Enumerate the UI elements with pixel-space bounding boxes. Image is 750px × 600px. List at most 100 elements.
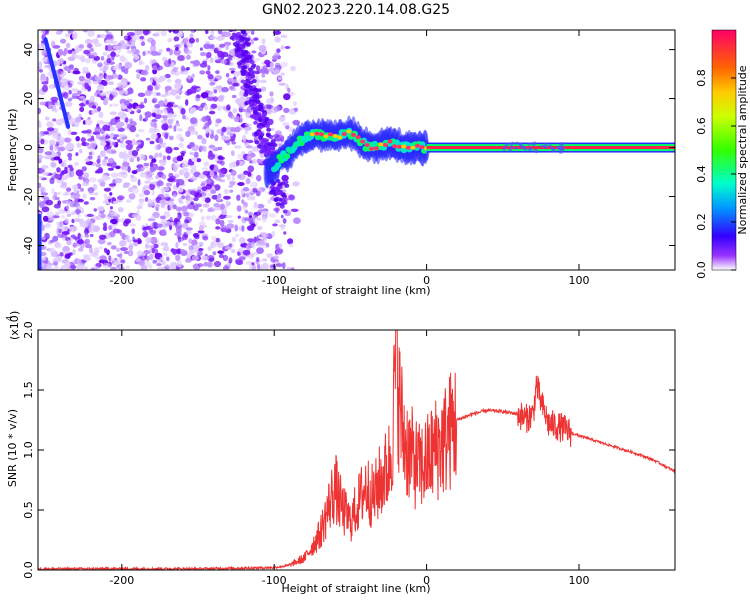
heatmap-speckle (106, 58, 112, 64)
heatmap-speckle (65, 236, 71, 242)
spectrogram-y-axis-label: Frequency (Hz) (6, 109, 19, 192)
heatmap-speckle (257, 125, 263, 130)
heatmap-speckle (275, 202, 281, 207)
heatmap-speckle (261, 137, 267, 142)
heatmap-speckle (238, 237, 246, 244)
heatmap-speckle (143, 250, 151, 254)
heatmap-speckle (69, 117, 76, 125)
heatmap-speckle (236, 47, 242, 52)
heatmap-speckle (281, 192, 286, 197)
heatmap-speckle (85, 118, 93, 126)
heatmap-speckle (126, 199, 132, 203)
heatmap-speckle (234, 24, 239, 28)
heatmap-ridge (396, 144, 402, 149)
spectrogram-x-axis-label: Height of straight line (km) (281, 284, 430, 297)
heatmap-speckle (89, 142, 95, 149)
heatmap-speckle (85, 38, 92, 45)
heatmap-speckle (76, 90, 82, 95)
heatmap-speckle (180, 248, 185, 253)
heatmap-speckle (150, 44, 157, 52)
heatmap-speckle (167, 38, 173, 43)
heatmap-ridge (387, 139, 393, 144)
heatmap-speckle (246, 145, 253, 149)
heatmap-speckle (71, 50, 77, 55)
heatmap-speckle (187, 161, 195, 166)
heatmap-speckle (119, 252, 123, 260)
heatmap-speckle (78, 247, 84, 252)
heatmap-speckle (186, 67, 190, 71)
snr-y-tick-label: 1.0 (22, 441, 35, 459)
heatmap-speckle (115, 247, 121, 252)
heatmap-speckle (244, 209, 249, 214)
heatmap-speckle (131, 228, 135, 235)
heatmap-speckle (156, 92, 161, 96)
heatmap-speckle (164, 132, 169, 140)
heatmap-speckle (70, 265, 77, 270)
heatmap-speckle (72, 70, 81, 75)
heatmap-speckle (158, 49, 163, 53)
heatmap-speckle (67, 128, 72, 135)
heatmap-speckle (247, 238, 255, 243)
heatmap-speckle (280, 34, 288, 39)
heatmap-speckle (268, 213, 276, 218)
heatmap-speckle (86, 51, 91, 57)
heatmap-speckle (110, 245, 117, 250)
heatmap-speckle (182, 222, 189, 229)
heatmap-speckle (275, 263, 284, 267)
heatmap-speckle (237, 215, 241, 219)
heatmap-speckle (266, 253, 273, 258)
heatmap-speckle (207, 65, 211, 71)
heatmap-speckle (123, 150, 128, 156)
heatmap-speckle (102, 225, 108, 231)
heatmap-speckle (270, 127, 275, 131)
heatmap-speckle (181, 233, 189, 241)
heatmap-speckle (78, 95, 86, 100)
heatmap-ridge (323, 134, 329, 139)
heatmap-speckle (257, 225, 261, 230)
heatmap-ridge (283, 153, 291, 160)
heatmap-speckle (99, 150, 106, 157)
heatmap-speckle (186, 196, 194, 202)
heatmap-speckle (119, 240, 127, 247)
heatmap-speckle (215, 70, 220, 75)
heatmap-speckle (211, 235, 217, 241)
heatmap-speckle (224, 32, 230, 37)
heatmap-speckle (185, 130, 191, 138)
heatmap-speckle (90, 95, 95, 103)
heatmap-speckle (143, 162, 150, 167)
heatmap-speckle (160, 242, 169, 247)
heatmap-ridge (392, 144, 398, 149)
heatmap-speckle (196, 203, 202, 208)
heatmap-speckle (189, 152, 195, 156)
heatmap-ridge (360, 139, 366, 144)
heatmap-speckle (138, 198, 145, 203)
heatmap-speckle (180, 65, 186, 72)
heatmap-speckle (193, 59, 201, 67)
heatmap-speckle (168, 124, 173, 129)
heatmap-speckle (223, 41, 232, 46)
heatmap-ridge (332, 133, 338, 138)
heatmap-speckle (174, 78, 182, 85)
heatmap-ridge (314, 131, 320, 136)
heatmap-speckle (38, 186, 47, 194)
heatmap-speckle (96, 133, 101, 140)
heatmap-speckle (217, 155, 223, 159)
heatmap-speckle (55, 118, 64, 126)
heatmap-speckle (190, 30, 195, 34)
heatmap-speckle (504, 142, 509, 146)
heatmap-speckle (242, 153, 248, 161)
heatmap-speckle (207, 255, 215, 262)
heatmap-ridge (351, 132, 356, 137)
heatmap-speckle (77, 81, 85, 86)
snr-x-tick-label: -100 (262, 574, 287, 587)
heatmap-speckle (180, 41, 184, 46)
heatmap-speckle (176, 260, 183, 268)
heatmap-speckle (60, 79, 66, 83)
heatmap-speckle (87, 85, 92, 92)
heatmap-speckle (204, 197, 211, 204)
heatmap-speckle (193, 151, 199, 159)
heatmap-speckle (218, 215, 226, 220)
heatmap-speckle (293, 101, 297, 106)
heatmap-speckle (128, 193, 136, 200)
heatmap-speckle (76, 54, 85, 61)
